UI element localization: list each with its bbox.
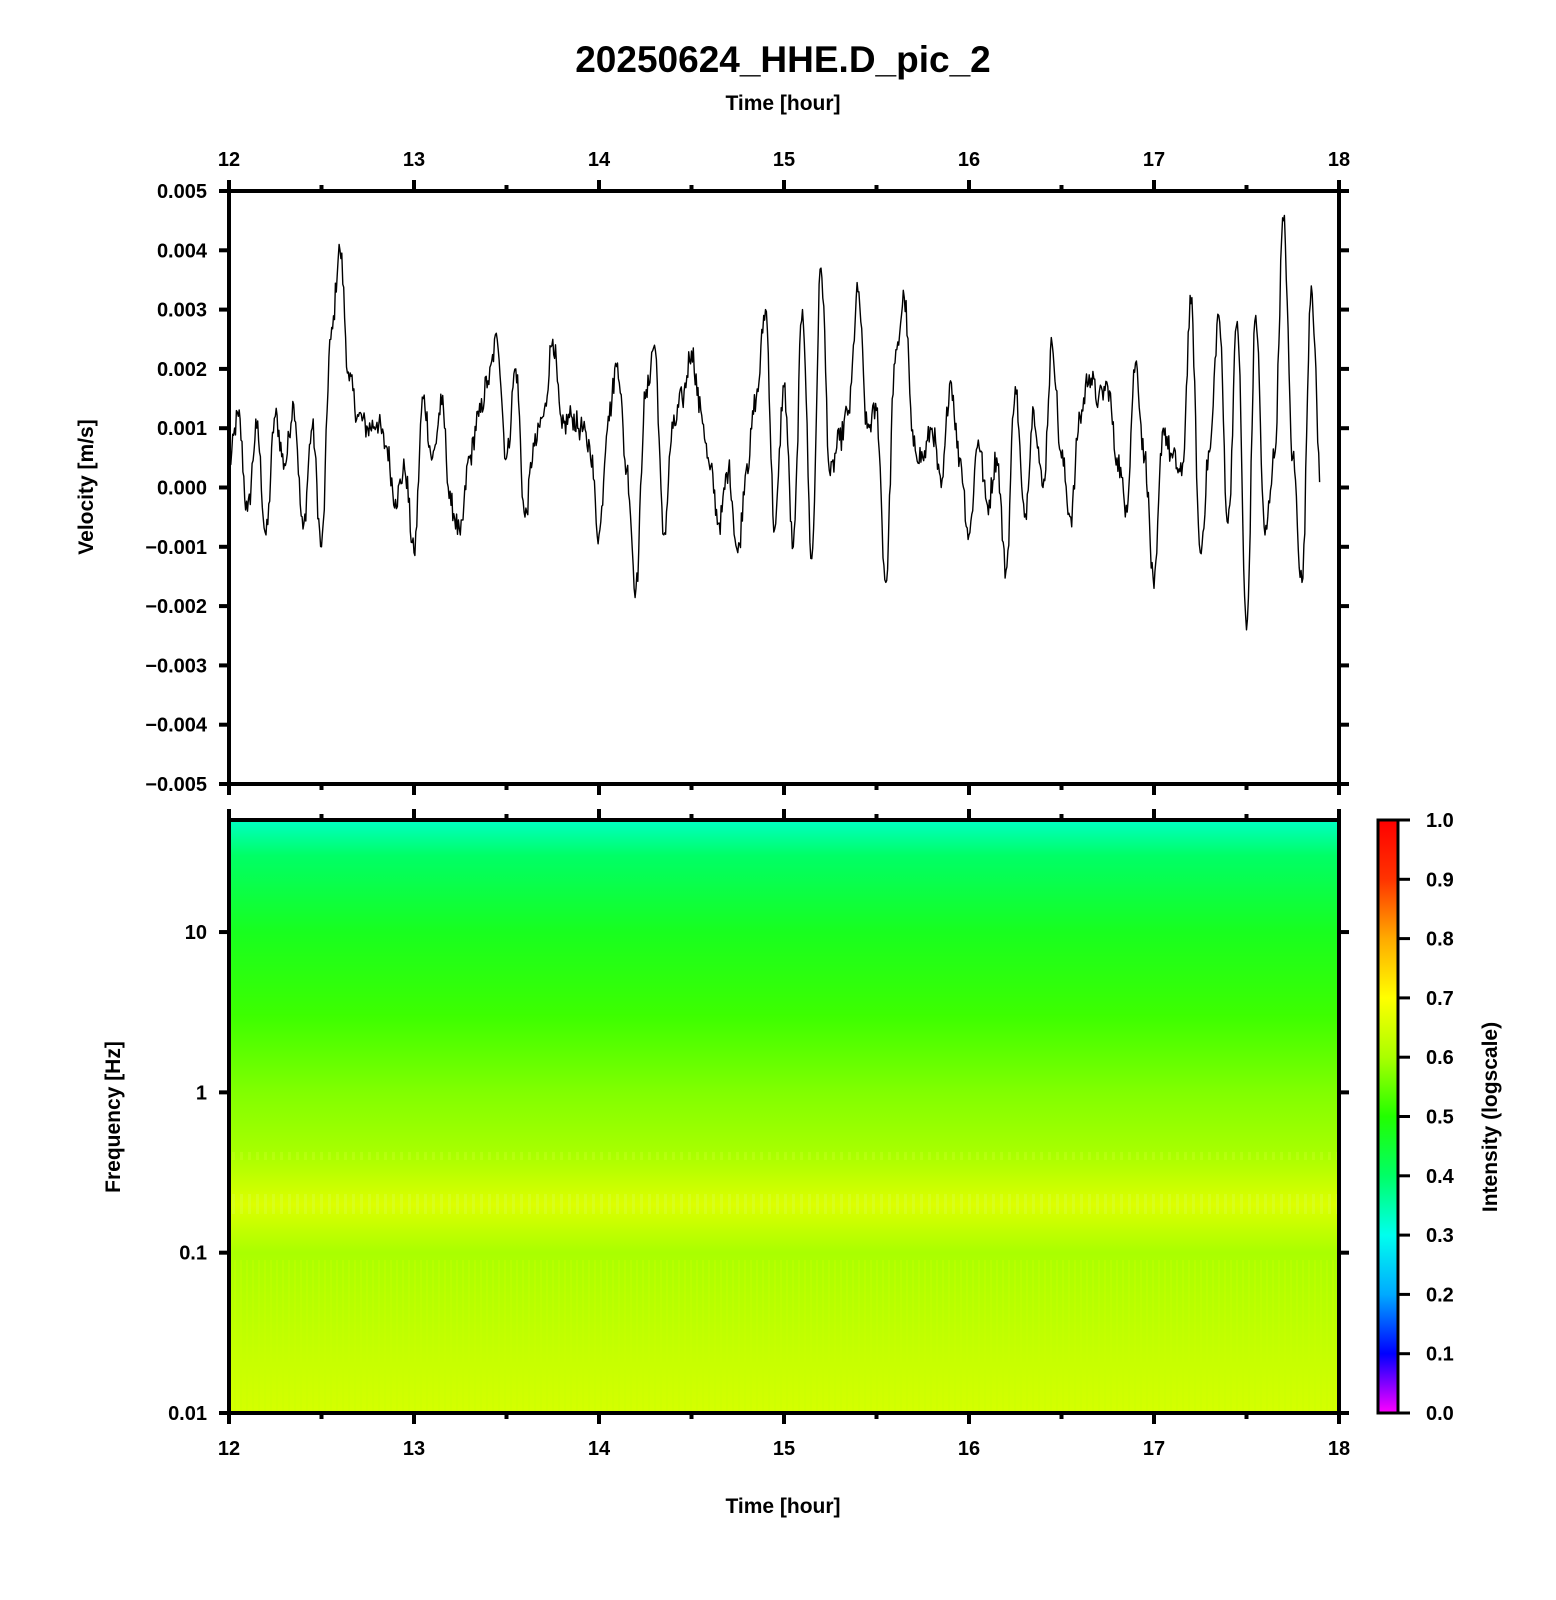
colorbar-label: Intensity (logscale) (1479, 1022, 1502, 1212)
bottom-x-tick-label: 15 (773, 1438, 795, 1460)
bottom-x-tick-label: 14 (588, 1438, 611, 1460)
top-x-tick-label: 16 (958, 149, 980, 171)
top-x-tick-label: 14 (588, 149, 611, 171)
top-x-axis-label: Time [hour] (725, 92, 840, 115)
colorbar-tick-label: 0.3 (1426, 1225, 1454, 1247)
velocity-y-tick-label: 0.001 (157, 418, 207, 440)
spectrogram-ticks: 12 13 14 15 16 17 18 10 1 0.1 0.01 (168, 809, 1350, 1460)
spectrogram-stripes (229, 1260, 1339, 1413)
top-x-tick-label: 17 (1143, 149, 1165, 171)
colorbar-tick-label: 0.8 (1426, 929, 1454, 951)
colorbar-tick-label: 0.7 (1426, 988, 1454, 1010)
colorbar-tick-label: 0.4 (1426, 1166, 1455, 1188)
waveform-panel: 12 13 14 15 16 17 18 0.005 0.004 0.003 0.002 0.001 0… (75, 149, 1350, 796)
frequency-y-tick-label: 0.01 (168, 1403, 207, 1425)
velocity-y-tick-label: 0.005 (157, 181, 207, 203)
colorbar-tick-label: 0.0 (1426, 1403, 1454, 1425)
colorbar-tick-label: 0.6 (1426, 1047, 1454, 1069)
colorbar: 1.0 0.9 0.8 0.7 0.6 0.5 0.4 0.3 0.2 0.1 0.0 Intens… (1376, 810, 1502, 1425)
top-x-tick-label: 13 (403, 149, 425, 171)
bottom-x-tick-label: 18 (1328, 1438, 1350, 1460)
top-x-tick-label: 15 (773, 149, 795, 171)
waveform-trace-group (228, 214, 1321, 631)
bottom-x-tick-label: 16 (958, 1438, 980, 1460)
bottom-x-tick-label: 12 (218, 1438, 240, 1460)
velocity-y-tick-label: −0.001 (145, 537, 207, 559)
velocity-axis-label: Velocity [m/s] (75, 419, 98, 554)
colorbar-tick-label: 0.1 (1426, 1344, 1454, 1366)
bottom-x-tick-label: 17 (1143, 1438, 1165, 1460)
velocity-y-tick-label: −0.005 (145, 774, 207, 796)
frequency-axis-label: Frequency [Hz] (102, 1041, 125, 1193)
top-x-tick-label: 18 (1328, 149, 1350, 171)
bottom-x-tick-label: 13 (403, 1438, 425, 1460)
colorbar-tick-label: 0.2 (1426, 1284, 1454, 1306)
colorbar-ticks: 1.0 0.9 0.8 0.7 0.6 0.5 0.4 0.3 0.2 0.1 0.0 (1398, 810, 1455, 1425)
waveform-ticks: 12 13 14 15 16 17 18 0.005 0.004 0.003 0.002 0.001 0… (145, 149, 1350, 796)
colorbar-fill (1376, 818, 1400, 1415)
figure-title: 20250624_HHE.D_pic_2 (575, 39, 991, 80)
spectrogram-band-0p2hz (229, 1194, 1339, 1214)
waveform-line (228, 214, 1321, 631)
colorbar-tick-label: 1.0 (1426, 810, 1454, 832)
colorbar-tick-label: 0.5 (1426, 1107, 1454, 1129)
velocity-y-tick-label: −0.002 (145, 596, 207, 618)
velocity-y-tick-label: 0.000 (157, 478, 207, 500)
velocity-y-tick-label: 0.002 (157, 359, 207, 381)
colorbar-tick-label: 0.9 (1426, 869, 1454, 891)
frequency-y-tick-label: 10 (185, 922, 207, 944)
velocity-y-tick-label: 0.004 (157, 240, 208, 262)
spectrogram-band-0p4hz (229, 1152, 1339, 1160)
frequency-y-tick-label: 1 (196, 1082, 207, 1104)
top-x-tick-label: 12 (218, 149, 240, 171)
bottom-x-axis-label: Time [hour] (725, 1495, 840, 1518)
velocity-y-tick-label: −0.004 (145, 715, 208, 737)
frequency-y-tick-label: 0.1 (179, 1243, 207, 1265)
waveform-frame (227, 189, 1341, 786)
velocity-y-tick-label: −0.003 (145, 655, 207, 677)
velocity-y-tick-label: 0.003 (157, 300, 207, 322)
